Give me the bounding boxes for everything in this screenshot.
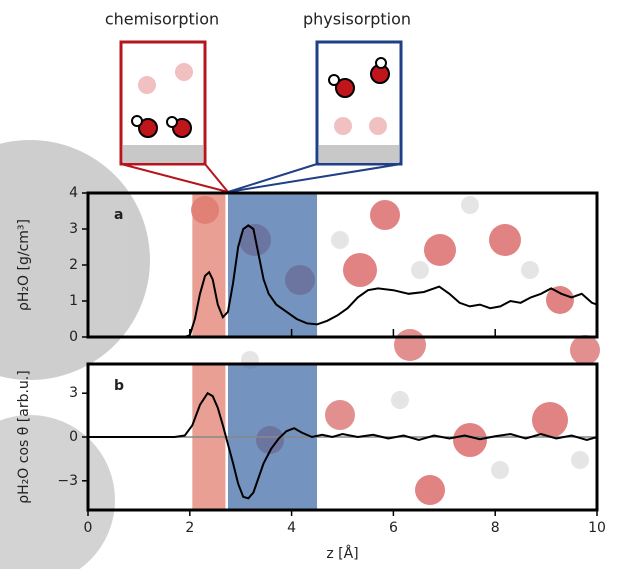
data-line bbox=[88, 391, 598, 500]
y-tick-label: 3 bbox=[69, 221, 78, 237]
panel-label: b bbox=[114, 378, 124, 394]
y-tick-label: 2 bbox=[69, 257, 78, 273]
x-axis-label: z [Å] bbox=[326, 545, 358, 562]
data-line bbox=[88, 224, 598, 338]
plot-frame bbox=[86, 191, 599, 339]
y-tick-label: 0 bbox=[69, 329, 78, 345]
x-tick-label: 2 bbox=[185, 520, 194, 536]
y-tick-label: 1 bbox=[69, 293, 78, 309]
y-tick-label: 4 bbox=[69, 185, 78, 201]
shaded-region bbox=[227, 193, 318, 337]
annotation: chemisorption bbox=[105, 10, 219, 29]
x-tick-label: 8 bbox=[491, 520, 500, 536]
y-tick-label: 3 bbox=[69, 385, 78, 401]
y-axis-label: ρH₂O cos θ [arb.u.] bbox=[16, 370, 32, 503]
panel-label: a bbox=[114, 207, 123, 223]
x-tick-label: 0 bbox=[84, 520, 93, 536]
shaded-region bbox=[192, 193, 226, 337]
insets: chemisorption physisorption bbox=[105, 10, 411, 193]
y-tick-label: 0 bbox=[69, 429, 78, 445]
x-tick-label: 4 bbox=[287, 520, 296, 536]
x-tick-label: 10 bbox=[588, 520, 606, 536]
x-tick-label: 6 bbox=[389, 520, 398, 536]
annotation: physisorption bbox=[303, 10, 411, 29]
y-tick-label: −3 bbox=[57, 473, 78, 489]
y-axis-label: ρH₂O [g/cm³] bbox=[16, 219, 32, 311]
